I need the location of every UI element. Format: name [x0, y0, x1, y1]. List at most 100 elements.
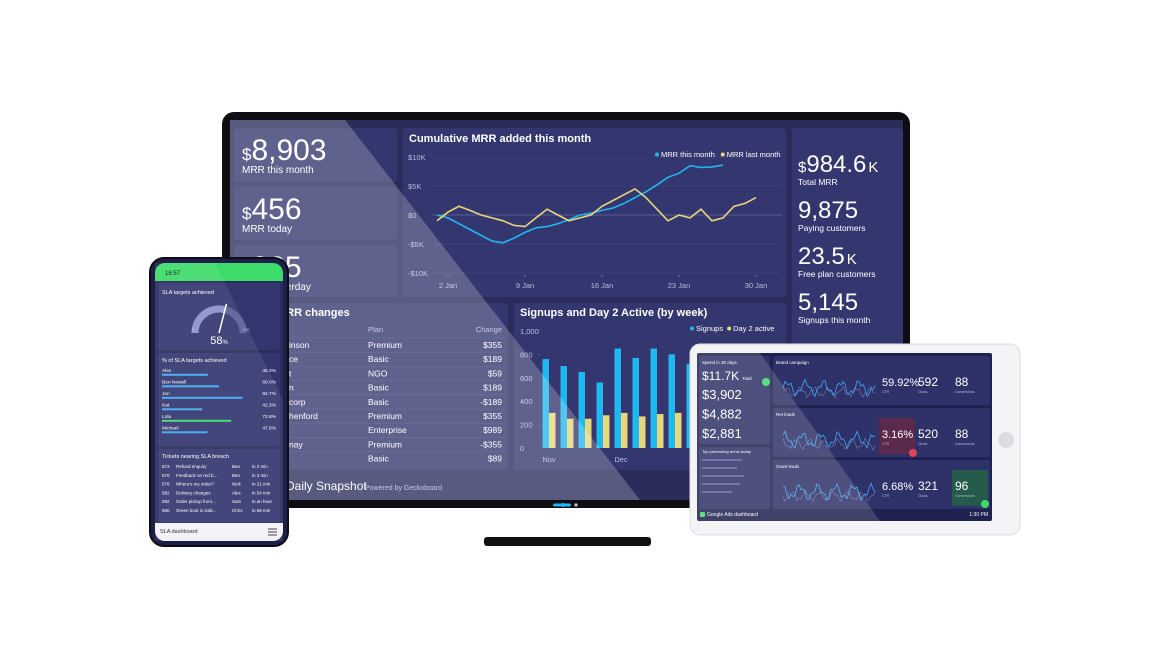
legend-label: Signups — [696, 324, 723, 333]
ticket-cell: Ben — [232, 464, 241, 469]
bar — [639, 416, 646, 448]
spend-value: $4,882 — [702, 407, 742, 422]
kpi-label: MRR today — [242, 224, 292, 235]
panel-title: Grant leads — [776, 464, 800, 469]
cell-plan: Basic — [368, 397, 390, 407]
menu-icon — [268, 528, 277, 536]
metric-label: CTR — [882, 494, 890, 498]
line-series — [436, 187, 757, 228]
ticket-cell: Where's my order? — [176, 482, 214, 487]
y-tick-label: 800 — [520, 350, 533, 359]
cell-plan: Enterprise — [368, 425, 407, 435]
legend-label: Day 2 active — [733, 324, 774, 333]
ticket-cell: 570 — [162, 473, 170, 478]
metric-value: 59.92% — [882, 377, 920, 389]
cell-change: $59 — [488, 368, 502, 378]
kpi-number: 8,903 — [251, 134, 326, 167]
bar — [596, 382, 603, 448]
cell-plan: Basic — [368, 454, 390, 464]
metric-label: CTR — [882, 390, 890, 394]
panel — [158, 353, 280, 446]
list-name: Lola — [162, 414, 171, 420]
metric-value: 592 — [918, 375, 938, 389]
ticket-cell: in 21 min — [252, 482, 271, 487]
glare — [155, 263, 283, 541]
metric-label: Clicks — [918, 494, 928, 498]
cell-change: $989 — [483, 425, 502, 435]
y-tick-label: 200 — [520, 421, 533, 430]
cell-plan: Premium — [368, 439, 402, 449]
x-tick-label: 2 Jan — [439, 281, 457, 290]
list-bar — [162, 385, 219, 388]
kpi-prefix: $ — [798, 159, 807, 176]
y-tick-label: 600 — [520, 374, 533, 383]
table-header: Change — [476, 325, 502, 334]
status-ok — [981, 500, 989, 508]
legend-swatch — [720, 152, 725, 157]
panel — [773, 356, 990, 405]
tile — [234, 187, 397, 240]
list-bar — [162, 431, 208, 434]
list-bar — [162, 408, 203, 411]
bar — [578, 371, 585, 448]
kpi-label: Signups this month — [798, 315, 871, 325]
cell-name: inson — [289, 340, 310, 350]
x-tick-label: Nov — [542, 455, 556, 464]
kpi-value: 23.5 K — [798, 243, 857, 270]
kpi-label: Paying customers — [798, 223, 866, 233]
metric-label: Conversions — [955, 390, 975, 394]
status-bar — [155, 263, 283, 281]
ticket-cell: Refund enquiry — [176, 464, 207, 469]
list-name: Michael — [162, 426, 179, 432]
kpi-value: $456 — [242, 193, 302, 226]
metric-label: CTR — [882, 442, 890, 446]
monitor-stand — [484, 537, 651, 546]
list-value: 72.8% — [262, 414, 276, 420]
x-tick-label: 9 Jan — [516, 281, 534, 290]
ticket-cell: in 3 min — [252, 473, 268, 478]
cell-change: $355 — [483, 340, 502, 350]
list-value: 42.3% — [262, 403, 276, 409]
y-tick-label: -$10K — [408, 269, 428, 278]
tile — [234, 303, 508, 470]
kpi-label: Free plan customers — [798, 269, 875, 279]
kpi-number: 9,875 — [798, 197, 858, 224]
clock: 1:30 PM — [969, 512, 988, 518]
panel — [699, 447, 770, 509]
ticket-cell: in an hour — [252, 499, 273, 504]
list-name: Ben Newell — [162, 380, 186, 386]
app-name: SLA dashboard — [160, 529, 198, 535]
ticket-cell: Green boot is sold... — [176, 508, 216, 513]
ticket-cell: Nick — [232, 482, 241, 487]
bar — [560, 366, 567, 448]
panel — [699, 356, 770, 444]
kpi-number: 456 — [251, 193, 301, 226]
x-tick-label: 16 Jan — [591, 281, 614, 290]
sparkline — [782, 430, 876, 450]
metric-label: Clicks — [918, 442, 928, 446]
legend-label: MRR this month — [661, 150, 715, 159]
list-name: Alex — [162, 368, 172, 374]
ticket-cell: 580 — [162, 508, 170, 513]
gauge-min: 0 — [192, 327, 195, 332]
tile — [234, 128, 397, 182]
phone: 16:57 SLA targets achieved % of SLA targ… — [149, 257, 289, 547]
gauge-unit: % — [222, 340, 228, 346]
panel-title: SLA targets achieved — [162, 290, 214, 296]
cell-change: -$189 — [480, 397, 502, 407]
cell-name: t — [289, 368, 292, 378]
x-tick-label: 30 Jan — [745, 281, 768, 290]
kpi-prefix: $ — [242, 204, 252, 223]
cell-change: $189 — [483, 354, 502, 364]
ticket-cell: 592 — [162, 499, 170, 504]
legend-label: MRR last month — [727, 150, 781, 159]
dashboard-name: Google Ads dashboard — [707, 512, 758, 518]
cell-change: $355 — [483, 411, 502, 421]
x-tick-label: Dec — [614, 455, 628, 464]
cell-plan: Premium — [368, 340, 402, 350]
kpi-value: $11.7K Total — [702, 369, 752, 383]
bottom-bar — [155, 523, 283, 541]
